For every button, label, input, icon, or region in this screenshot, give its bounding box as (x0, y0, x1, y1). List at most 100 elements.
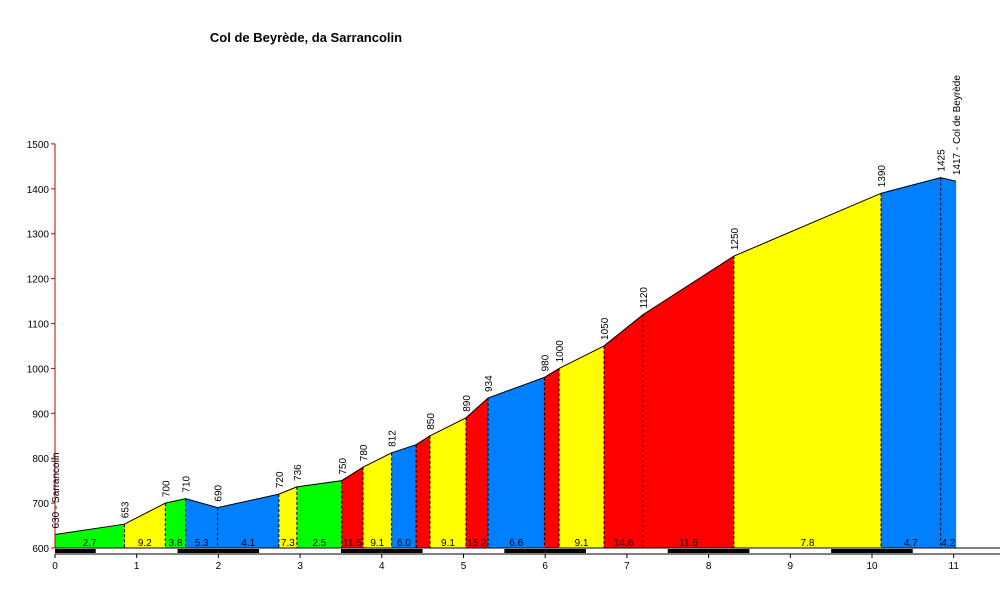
segment-area (559, 345, 605, 548)
km-bar (259, 549, 301, 553)
segment-area (488, 377, 545, 548)
gradient-label: 5.3 (195, 538, 209, 549)
gradient-label: 2.7 (83, 538, 97, 549)
segment-area (278, 486, 297, 548)
altitude-label: 980 (540, 354, 551, 371)
y-tick-label: 1300 (27, 230, 50, 241)
gradient-label: 6.6 (509, 538, 523, 549)
segment-area (363, 452, 392, 548)
x-tick-label: 0 (52, 561, 58, 572)
km-bar (790, 549, 832, 553)
altitude-label: 850 (426, 413, 437, 430)
altitude-label: 736 (293, 464, 304, 481)
segment-area (430, 417, 466, 548)
segment-area (544, 368, 560, 548)
altitude-label: 720 (275, 471, 286, 488)
altitude-label: 1050 (600, 317, 611, 340)
profile-outline (54, 177, 957, 535)
segment-area (296, 480, 342, 548)
segment-area (880, 177, 941, 548)
segment-area (604, 314, 644, 548)
altitude-label: 890 (462, 395, 473, 412)
y-tick-label: 1200 (27, 275, 50, 286)
segment-area (465, 398, 489, 548)
altitude-labels: 630 - Sarrancolin 653 700 710 690 720 736 750 78… (51, 75, 963, 529)
altitude-label: 1120 (639, 287, 650, 309)
y-tick-label: 1400 (27, 185, 50, 196)
x-tick-label: 7 (624, 561, 630, 572)
x-tick-label: 5 (461, 561, 467, 572)
gradient-label: 3.8 (169, 538, 183, 549)
km-bar (545, 549, 587, 553)
segment-area (185, 498, 218, 548)
gradient-label: 7.8 (801, 538, 815, 549)
segment-area (940, 177, 957, 548)
altitude-label: 1390 (877, 165, 888, 188)
segment-area (124, 503, 166, 548)
gradient-label: 9.1 (370, 538, 384, 549)
x-tick-label: 4 (379, 561, 385, 572)
x-tick-label: 10 (866, 561, 878, 572)
km-bar (831, 549, 872, 553)
altitude-label: 780 (359, 444, 370, 461)
km-bar (667, 549, 709, 553)
gradient-label: 9.2 (138, 538, 152, 549)
y-tick-label: 1500 (27, 140, 50, 151)
y-tick-label: 600 (32, 544, 49, 555)
x-tick-label: 2 (216, 561, 222, 572)
y-tick-label: 1000 (27, 364, 50, 375)
x-tick-label: 9 (788, 561, 794, 572)
y-tick-label: 1100 (27, 320, 49, 331)
altitude-label: 1250 (730, 227, 741, 250)
altitude-label: 710 (182, 475, 193, 492)
x-tick-label: 11 (949, 561, 960, 572)
gradient-label: 11.5 (343, 538, 362, 549)
gradient-label: 4.2 (941, 538, 955, 549)
y-tick-label: 800 (32, 454, 49, 465)
chart-title: Col de Beyrède, da Sarrancolin (210, 30, 402, 45)
km-bar (422, 549, 464, 553)
gradient-label: 7.3 (281, 538, 295, 549)
altitude-label: 700 (161, 480, 172, 497)
km-bar (708, 549, 750, 553)
altitude-label: 1417 - Col de Beyrède (952, 75, 963, 176)
km-bar (340, 549, 382, 553)
km-bar (95, 549, 137, 553)
km-bar (136, 549, 178, 553)
km-bar (872, 549, 913, 553)
km-bar (586, 549, 627, 553)
km-bar (749, 549, 791, 553)
altitude-label: 1425 (937, 149, 948, 172)
altitude-label: 653 (120, 501, 131, 518)
altitude-label: 934 (484, 375, 495, 392)
segment-area (217, 494, 279, 548)
gradient-label: 4.7 (904, 538, 918, 549)
y-tick-label: 700 (32, 499, 49, 510)
profile-line (54, 177, 957, 535)
gradient-label: 2.5 (312, 538, 326, 549)
km-bar (463, 549, 505, 553)
gradient-labels: 2.7 9.2 3.8 5.3 4.1 7.3 2.5 11.5 9.1 6.0 9.1 15.2 6.… (83, 538, 956, 549)
km-bar (381, 549, 423, 553)
x-tick-label: 8 (706, 561, 712, 572)
altitude-label: 690 (214, 484, 225, 501)
gradient-segments (55, 177, 957, 549)
gradient-label: 15.2 (467, 538, 487, 549)
gradient-label: 9.1 (575, 538, 589, 549)
segment-area (643, 256, 734, 548)
axes: 600 700 800 900 1000 1100 1200 1300 1400 1500 0 1 2 3… (27, 140, 1000, 572)
gradient-label: 9.1 (441, 538, 455, 549)
gradient-label: 11.6 (679, 538, 698, 549)
segment-area (341, 467, 364, 548)
segment-area (391, 444, 417, 548)
km-bar (300, 549, 341, 553)
segment-area (733, 193, 881, 549)
segment-area (416, 435, 431, 548)
gradient-label: 14.6 (614, 538, 634, 549)
x-tick-label: 1 (134, 561, 140, 572)
y-tick-label: 900 (32, 409, 49, 420)
km-bar (177, 549, 219, 553)
segment-area (55, 524, 125, 548)
gradient-label: 4.1 (241, 538, 255, 549)
